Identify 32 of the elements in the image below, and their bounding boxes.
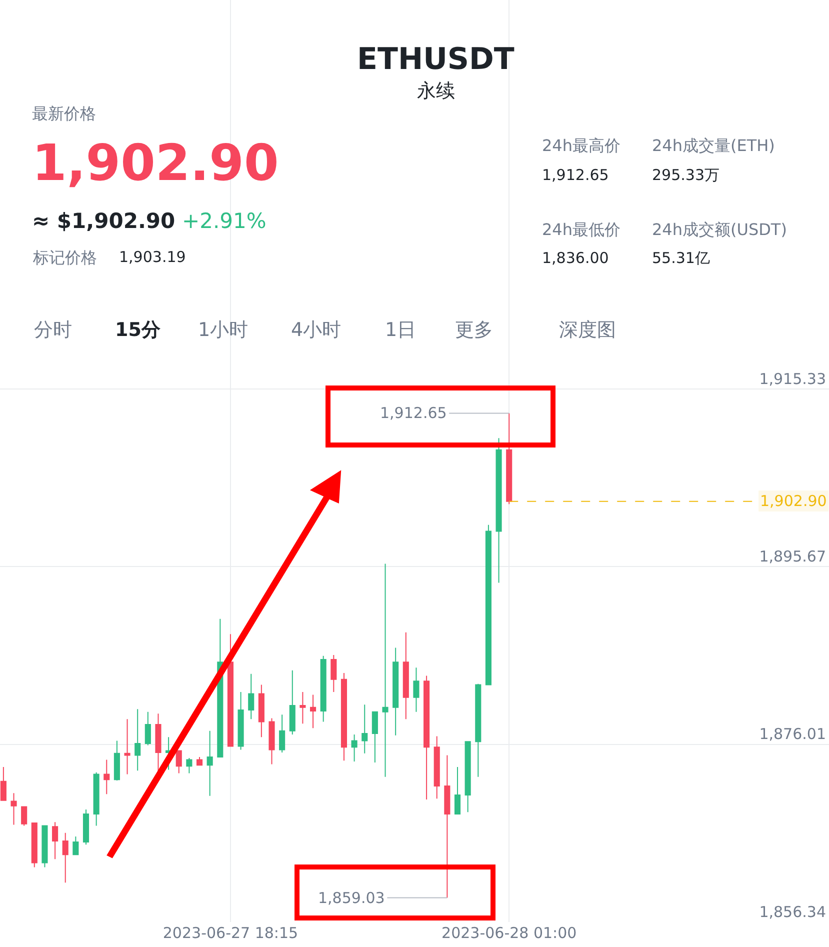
x-tick-label: 2023-06-27 18:15: [162, 924, 298, 942]
x-tick-label: 2023-06-28 01:00: [442, 924, 577, 942]
annotation: 4小时: [291, 319, 342, 341]
annotation: 1日: [385, 319, 416, 341]
annotation: 55.31亿: [652, 249, 710, 267]
annotation: 24h最低价: [542, 220, 620, 239]
annotation: 1,912.65: [542, 166, 609, 184]
annotation: 深度图: [559, 319, 616, 341]
annotation: 295.33万: [652, 166, 720, 184]
annotation: 1,902.90: [32, 134, 279, 192]
ref-line-label: 1,902.90: [760, 492, 827, 510]
annotation: 24h成交额(USDT): [652, 220, 787, 239]
annotation: 1小时: [198, 319, 248, 341]
annotation: 更多: [455, 319, 493, 341]
annotation: 1,903.19: [119, 248, 186, 266]
annotation: +2.91%: [182, 209, 266, 233]
annotation: 最新价格: [32, 104, 96, 123]
annotation: 1,912.65: [380, 404, 447, 422]
y-tick-label: 1,895.67: [759, 547, 826, 566]
annotation: 分时: [34, 319, 72, 341]
annotation: ≈ $1,902.90: [32, 209, 176, 233]
annotation: 1,836.00: [542, 249, 609, 267]
y-tick-label: 1,915.33: [759, 370, 826, 388]
annotation: 24h最高价: [542, 136, 620, 155]
annotation: 24h成交量(ETH): [652, 136, 775, 155]
y-tick-label: 1,876.01: [759, 725, 826, 744]
y-tick-label: 1,856.34: [759, 902, 826, 921]
text: ETHUSDT: [357, 42, 515, 77]
annotation: 1,859.03: [318, 889, 385, 907]
text: 永续: [417, 80, 455, 102]
annotation: 标记价格: [32, 248, 97, 267]
annotation: 15分: [115, 319, 162, 341]
